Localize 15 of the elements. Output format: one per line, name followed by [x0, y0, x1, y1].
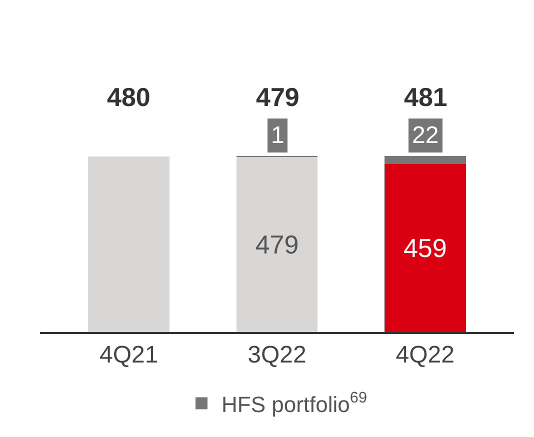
total-label: 480: [107, 82, 150, 112]
x-tick-label: 3Q22: [248, 342, 306, 369]
data-label: 459: [403, 233, 447, 264]
total-label: 479: [256, 82, 300, 112]
data-label: 22: [412, 122, 439, 149]
bar: [384, 156, 466, 164]
data-label: 1: [271, 122, 284, 149]
legend-label: HFS portfolio$^{69}$: [222, 390, 368, 417]
total-label: 481: [404, 82, 448, 112]
x-tick-label: 4Q21: [100, 342, 158, 369]
bar: [88, 156, 170, 332]
bar: [384, 164, 466, 332]
x-tick-label: 4Q22: [396, 342, 454, 369]
bar: [236, 156, 318, 332]
data-label: 479: [255, 229, 299, 260]
